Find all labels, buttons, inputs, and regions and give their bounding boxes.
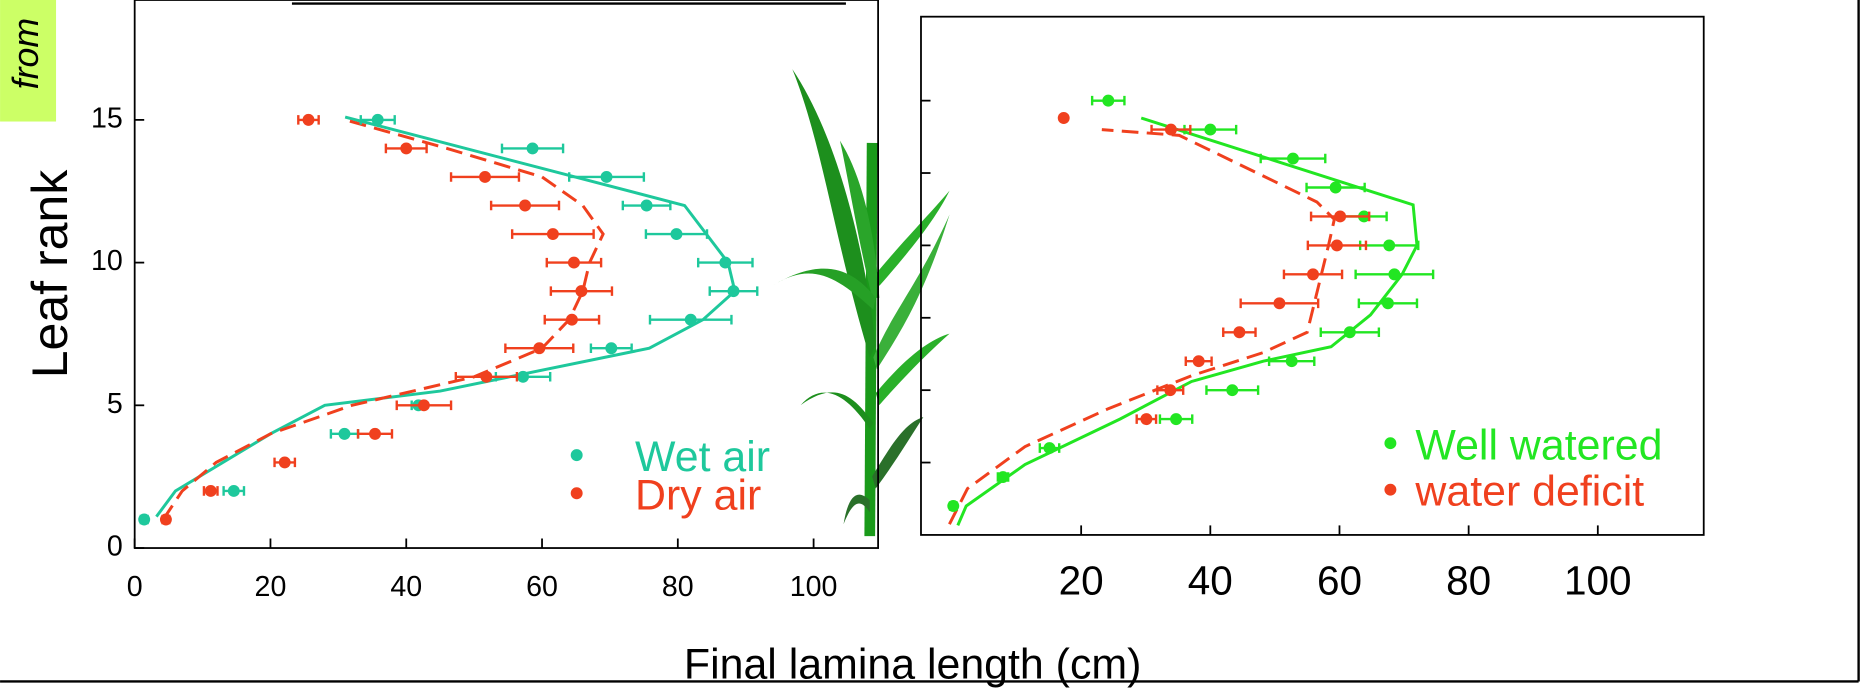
y-tick-label: 15 xyxy=(91,102,123,134)
data-point xyxy=(719,256,732,269)
data-point xyxy=(1102,94,1115,107)
data-point xyxy=(947,500,960,512)
x-tick-label: 0 xyxy=(127,571,143,603)
data-point xyxy=(278,456,291,469)
x-tick-label: 80 xyxy=(662,571,694,603)
data-point xyxy=(1330,239,1343,252)
data-point xyxy=(575,285,588,298)
legend-label: water deficit xyxy=(1414,468,1644,516)
data-point xyxy=(1164,384,1177,397)
x-tick-label: 80 xyxy=(1446,557,1491,603)
data-point xyxy=(519,199,532,212)
data-point xyxy=(1204,123,1217,136)
fit-line xyxy=(155,115,737,518)
y-tick-label: 5 xyxy=(107,388,123,420)
legend-marker xyxy=(1384,437,1397,450)
data-point xyxy=(400,142,413,155)
data-point xyxy=(533,342,546,355)
plot-frame xyxy=(133,0,879,549)
data-point xyxy=(1334,210,1347,223)
y-tick-label: 0 xyxy=(107,531,123,563)
legend-label: Dry air xyxy=(635,471,761,519)
data-point xyxy=(479,171,491,183)
data-point xyxy=(1307,268,1319,281)
legend-marker xyxy=(570,449,583,462)
legend-label: Well watered xyxy=(1415,421,1662,469)
legend-label: Wet air xyxy=(635,433,770,481)
data-point xyxy=(526,142,539,155)
data-point xyxy=(480,370,493,383)
plant-illustration xyxy=(772,69,950,537)
side-note-box xyxy=(0,0,57,122)
x-tick-label: 100 xyxy=(790,571,838,603)
data-point xyxy=(369,427,381,440)
y-axis-label: Leaf rank xyxy=(22,169,78,379)
data-point xyxy=(338,427,351,440)
data-point xyxy=(1287,152,1299,165)
data-point xyxy=(1057,112,1070,124)
data-point xyxy=(605,342,618,355)
data-point xyxy=(517,370,529,383)
data-point xyxy=(1233,326,1246,339)
data-point xyxy=(684,313,697,326)
data-point xyxy=(997,471,1009,483)
data-point xyxy=(1383,239,1396,252)
plot-frame xyxy=(920,15,1705,536)
fit-line xyxy=(948,128,1336,525)
fit-line xyxy=(956,116,1419,526)
data-point xyxy=(1226,384,1239,397)
data-point xyxy=(1170,413,1183,426)
data-point xyxy=(1192,355,1205,368)
data-point xyxy=(302,113,315,126)
x-tick-label: 100 xyxy=(1564,557,1632,603)
data-point xyxy=(1329,181,1342,194)
data-point xyxy=(417,399,430,412)
data-point xyxy=(1388,268,1401,281)
data-point xyxy=(1043,442,1056,455)
x-tick-label: 60 xyxy=(1317,557,1362,603)
data-point xyxy=(1140,413,1153,426)
data-point xyxy=(1381,297,1394,310)
data-point xyxy=(1285,355,1298,368)
data-point xyxy=(640,199,653,212)
data-point xyxy=(159,513,172,526)
x-tick-label: 40 xyxy=(390,571,422,603)
x-tick-label: 20 xyxy=(1059,557,1104,603)
legend-marker xyxy=(1384,483,1397,496)
data-point xyxy=(600,171,613,183)
data-point xyxy=(727,285,740,298)
data-point xyxy=(670,228,683,241)
legend-marker xyxy=(570,487,583,500)
data-point xyxy=(567,256,580,269)
data-point xyxy=(204,484,217,497)
data-point xyxy=(1343,326,1356,339)
data-point xyxy=(1164,123,1177,136)
side-note: from xyxy=(6,18,46,89)
x-tick-label: 40 xyxy=(1188,557,1233,603)
data-point xyxy=(1273,297,1286,310)
x-tick-label: 20 xyxy=(255,571,287,603)
x-tick-label: 60 xyxy=(526,571,558,603)
data-point xyxy=(227,484,240,497)
data-point xyxy=(138,513,151,526)
data-point xyxy=(371,113,384,126)
data-point xyxy=(546,228,559,241)
y-tick-label: 10 xyxy=(91,245,123,277)
data-point xyxy=(565,313,578,326)
x-axis-label: Final lamina length (cm) xyxy=(684,641,1142,689)
